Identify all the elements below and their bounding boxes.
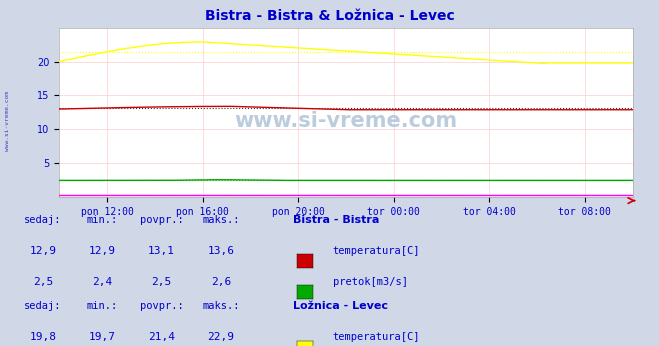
- Text: 12,9: 12,9: [30, 246, 56, 256]
- Text: 2,5: 2,5: [33, 277, 53, 287]
- Text: 2,4: 2,4: [92, 277, 112, 287]
- Text: 21,4: 21,4: [148, 332, 175, 342]
- Text: 2,6: 2,6: [211, 277, 231, 287]
- Text: 12,9: 12,9: [89, 246, 115, 256]
- Text: 19,8: 19,8: [30, 332, 56, 342]
- Text: maks.:: maks.:: [202, 215, 239, 225]
- Text: pretok[m3/s]: pretok[m3/s]: [333, 277, 408, 287]
- Text: sedaj:: sedaj:: [24, 301, 61, 311]
- Text: sedaj:: sedaj:: [24, 215, 61, 225]
- Text: min.:: min.:: [86, 301, 118, 311]
- Text: 19,7: 19,7: [89, 332, 115, 342]
- Text: 13,1: 13,1: [148, 246, 175, 256]
- Text: 13,6: 13,6: [208, 246, 234, 256]
- Text: maks.:: maks.:: [202, 301, 239, 311]
- Text: www.si-vreme.com: www.si-vreme.com: [5, 91, 11, 151]
- Text: www.si-vreme.com: www.si-vreme.com: [235, 111, 457, 131]
- Text: temperatura[C]: temperatura[C]: [333, 246, 420, 256]
- Text: temperatura[C]: temperatura[C]: [333, 332, 420, 342]
- Text: min.:: min.:: [86, 215, 118, 225]
- Text: povpr.:: povpr.:: [140, 215, 183, 225]
- Text: Ložnica - Levec: Ložnica - Levec: [293, 301, 388, 311]
- Text: Bistra - Bistra & Ložnica - Levec: Bistra - Bistra & Ložnica - Levec: [205, 9, 454, 22]
- Text: 2,5: 2,5: [152, 277, 171, 287]
- Text: Bistra - Bistra: Bistra - Bistra: [293, 215, 380, 225]
- Text: povpr.:: povpr.:: [140, 301, 183, 311]
- Text: 22,9: 22,9: [208, 332, 234, 342]
